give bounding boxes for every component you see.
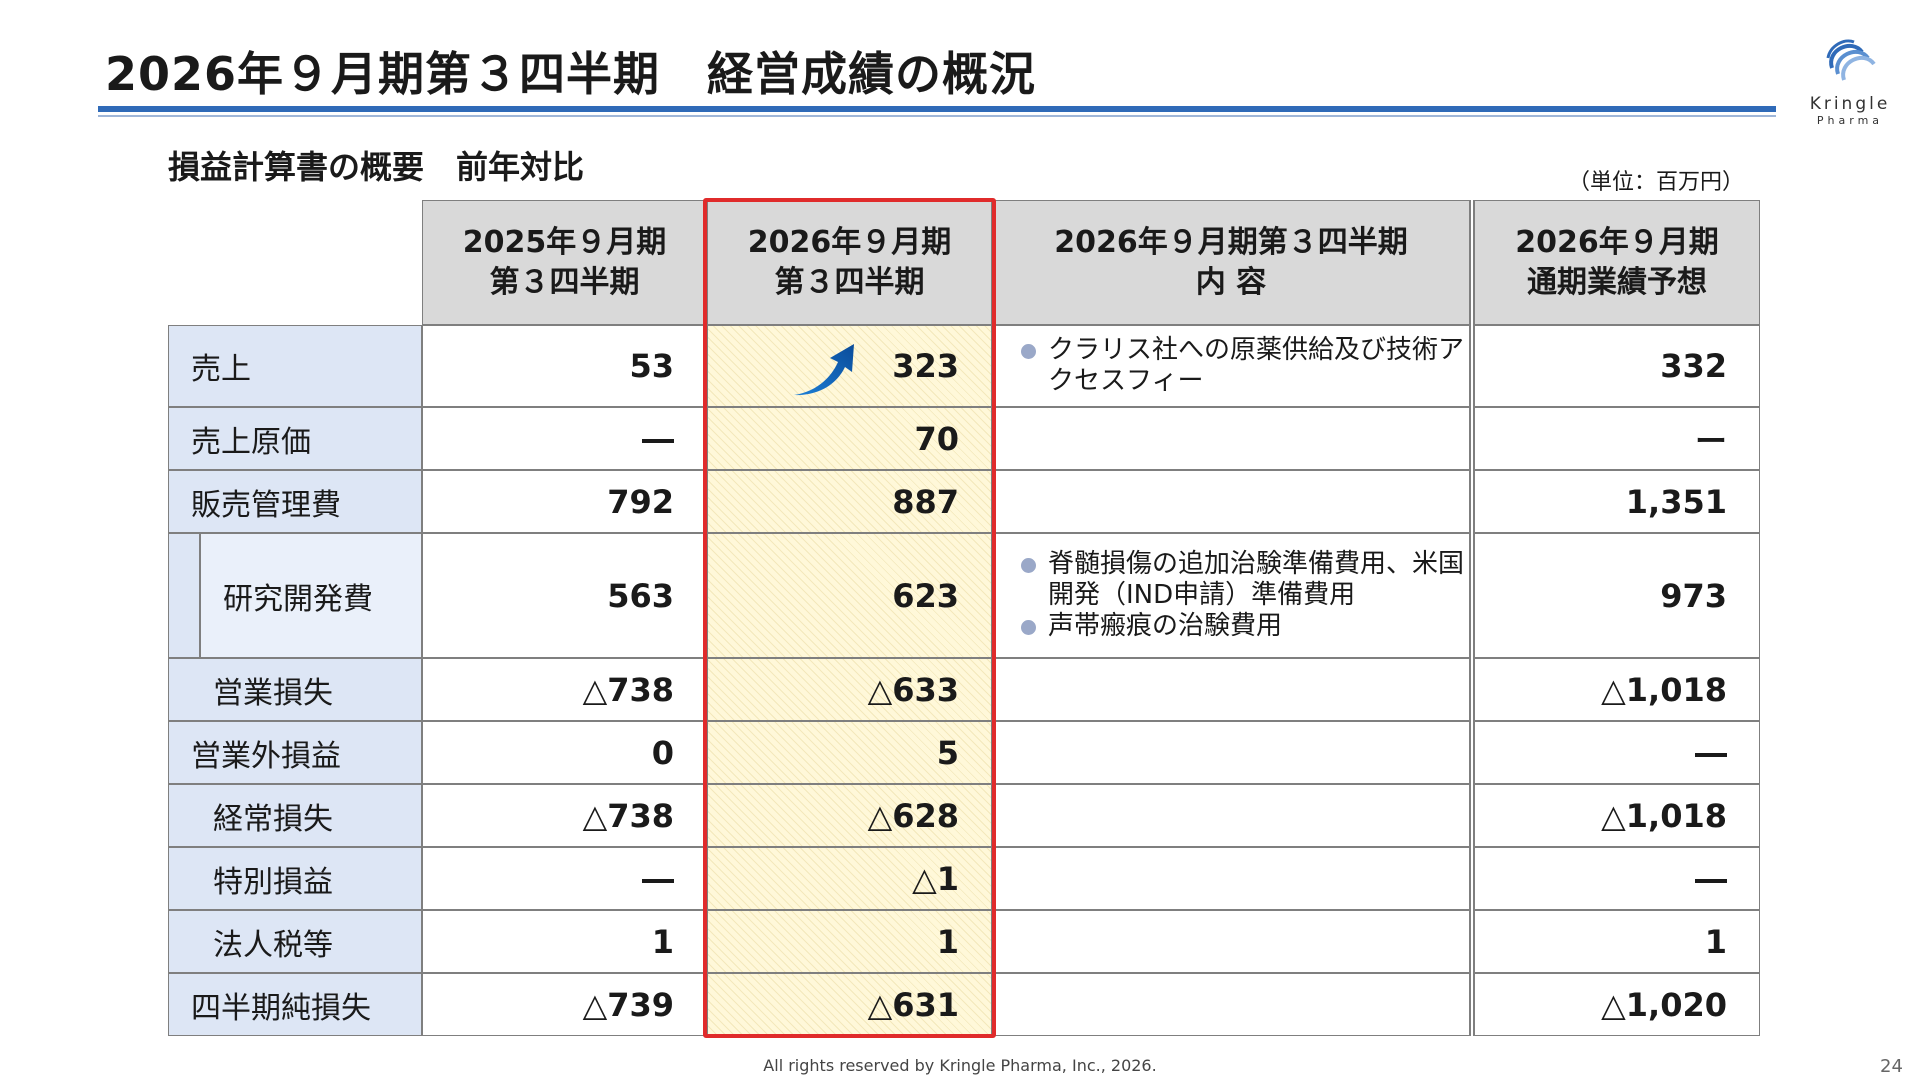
increase-arrow-icon	[794, 344, 854, 396]
row-label-non-operating: 営業外損益	[168, 721, 422, 784]
copyright-footer: All rights reserved by Kringle Pharma, I…	[763, 1056, 1157, 1075]
header-forecast: 2026年９月期 通期業績予想	[1474, 200, 1760, 325]
row-prev-cogs: ―	[422, 407, 707, 470]
row-curr-rd: 623	[707, 533, 992, 658]
row-prev-ordinary-loss: △738	[422, 784, 707, 847]
row-prev-net-loss: △739	[422, 973, 707, 1036]
row-label-rd: 研究開発費	[200, 533, 422, 658]
row-label-net-loss: 四半期純損失	[168, 973, 422, 1036]
row-label-sales: 売上	[168, 325, 422, 407]
unit-label: （単位：百万円）	[1568, 170, 1745, 195]
section-subtitle: 損益計算書の概要 前年対比	[168, 148, 585, 186]
row-note-sales: クラリス社への原薬供給及び技術アクセスフィー	[992, 325, 1470, 407]
page-title: 2026年９月期第３四半期 経営成績の概況	[105, 47, 1037, 101]
row-forecast-sga: 1,351	[1474, 470, 1760, 533]
bullet-dot-icon	[1021, 558, 1036, 573]
row-curr-operating-loss: △633	[707, 658, 992, 721]
row-prev-extraordinary: ―	[422, 847, 707, 910]
row-curr-net-loss: △631	[707, 973, 992, 1036]
row-forecast-ordinary-loss: △1,018	[1474, 784, 1760, 847]
row-curr-ordinary-loss: △628	[707, 784, 992, 847]
row-note-rd: 脊髄損傷の追加治験準備費用、米国開発（IND申請）準備費用 声帯瘢痕の治験費用	[992, 533, 1470, 658]
header-prev: 2025年９月期 第３四半期	[422, 200, 707, 325]
row-note-taxes	[992, 910, 1470, 973]
row-note-ordinary-loss	[992, 784, 1470, 847]
row-forecast-rd: 973	[1474, 533, 1760, 658]
company-logo: Kringle Pharma	[1800, 28, 1900, 128]
note-bullet: 脊髄損傷の追加治験準備費用、米国開発（IND申請）準備費用	[1021, 549, 1468, 611]
row-forecast-non-operating: ―	[1474, 721, 1760, 784]
row-label-cogs: 売上原価	[168, 407, 422, 470]
current-period-highlight-frame	[703, 198, 996, 1038]
row-forecast-cogs: ー	[1474, 407, 1760, 470]
row-prev-sales: 53	[422, 325, 707, 407]
row-label-taxes: 法人税等	[168, 910, 422, 973]
column-divider	[1470, 200, 1474, 1036]
row-curr-cogs: 70	[707, 407, 992, 470]
bullet-dot-icon	[1021, 620, 1036, 635]
header-content: 2026年９月期第３四半期 内 容	[992, 200, 1470, 325]
page-number: 24	[1880, 1056, 1903, 1077]
title-underline-thin	[98, 115, 1776, 117]
logo-name: Kringle	[1809, 94, 1891, 114]
row-prev-taxes: 1	[422, 910, 707, 973]
row-curr-extraordinary: △1	[707, 847, 992, 910]
row-label-operating-loss: 営業損失	[168, 658, 422, 721]
row-note-net-loss	[992, 973, 1470, 1036]
note-bullet: 声帯瘢痕の治験費用	[1021, 611, 1468, 642]
row-prev-operating-loss: △738	[422, 658, 707, 721]
bullet-dot-icon	[1021, 344, 1036, 359]
row-note-non-operating	[992, 721, 1470, 784]
row-forecast-extraordinary: ―	[1474, 847, 1760, 910]
row-label-sga: 販売管理費	[168, 470, 422, 533]
kringle-swirl-logo-icon	[1826, 39, 1876, 81]
row-label-ordinary-loss: 経常損失	[168, 784, 422, 847]
row-note-sga	[992, 470, 1470, 533]
row-label-extraordinary: 特別損益	[168, 847, 422, 910]
row-prev-rd: 563	[422, 533, 707, 658]
row-forecast-sales: 332	[1474, 325, 1760, 407]
row-curr-sga: 887	[707, 470, 992, 533]
row-note-extraordinary	[992, 847, 1470, 910]
row-curr-taxes: 1	[707, 910, 992, 973]
row-forecast-taxes: 1	[1474, 910, 1760, 973]
logo-sub: Pharma	[1816, 114, 1884, 127]
row-forecast-operating-loss: △1,018	[1474, 658, 1760, 721]
row-note-cogs	[992, 407, 1470, 470]
row-note-operating-loss	[992, 658, 1470, 721]
row-prev-non-operating: 0	[422, 721, 707, 784]
row-label-rd-indent-bar	[168, 533, 200, 658]
row-curr-non-operating: 5	[707, 721, 992, 784]
note-bullet: クラリス社への原薬供給及び技術アクセスフィー	[1021, 335, 1468, 397]
title-underline	[98, 106, 1776, 112]
row-prev-sga: 792	[422, 470, 707, 533]
row-forecast-net-loss: △1,020	[1474, 973, 1760, 1036]
